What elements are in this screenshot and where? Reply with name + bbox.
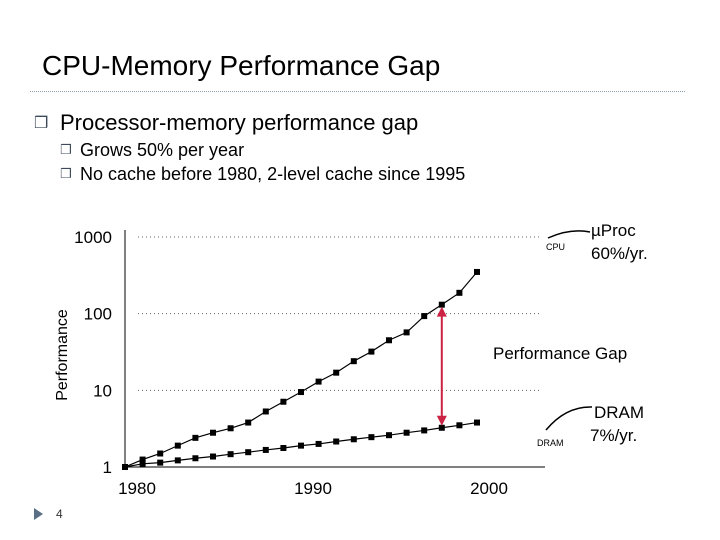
series-line-cpu [124,271,478,468]
gap-label: Performance Gap [493,344,627,363]
bullet-sub-2: No cache before 1980, 2-level cache sinc… [80,164,466,184]
cpu-small-label: CPU [546,242,565,252]
x-tick-label: 2000 [470,479,508,498]
data-point-dram [438,424,445,431]
data-point-cpu [333,369,340,376]
data-point-cpu [474,268,480,275]
data-point-cpu [210,429,216,436]
footer-arrow-icon [34,508,43,520]
y-tick-label: 10 [93,381,112,400]
data-point-dram [333,438,340,445]
data-point-cpu [192,434,199,441]
x-tick-label: 1980 [118,479,156,498]
data-point-dram [280,444,287,451]
data-point-dram [262,446,269,453]
data-point-dram [192,455,199,462]
y-tick-label: 1000 [74,228,112,247]
title-divider [30,91,685,92]
data-point-dram [174,457,181,464]
data-point-dram [368,434,375,441]
data-point-cpu [245,419,252,426]
data-point-dram [298,442,304,449]
data-point-dram [386,432,392,439]
data-point-dram [157,459,164,466]
data-point-cpu [174,442,181,449]
data-point-cpu [157,450,164,457]
data-point-cpu [280,398,287,405]
dram-leader-line [545,406,593,431]
data-point-dram [210,453,216,460]
dram-small-label: DRAM [537,438,564,448]
data-point-cpu [298,389,304,396]
data-point-dram [139,460,146,467]
data-point-dram [315,440,322,447]
x-tick-label: 1990 [294,479,332,498]
y-tick-label: 100 [84,305,112,324]
data-point-dram [350,436,357,443]
cpu-label: µProc [591,221,636,240]
data-point-cpu [368,348,375,355]
data-point-cpu [421,313,428,320]
slide-title: CPU-Memory Performance Gap [42,50,441,81]
data-point-dram [456,422,463,429]
data-point-cpu [262,408,269,415]
data-point-cpu [456,289,463,296]
data-point-dram [227,451,234,458]
data-point-cpu [139,456,146,463]
data-point-cpu [227,425,234,432]
data-point-cpu [315,378,322,385]
y-axis-label: Performance [54,309,71,401]
gap-arrow-head-up [436,306,447,317]
gap-arrow-head-down [436,415,447,426]
data-point-cpu [386,337,392,344]
bullet-icon: ❒ [60,166,72,181]
bullet-main: Processor-memory performance gap [60,110,419,135]
cpu-rate-label: 60%/yr. [591,244,648,263]
data-point-cpu [403,329,410,336]
data-point-dram [474,419,480,426]
bullet-sub-1: Grows 50% per year [80,140,245,160]
page-number: 4 [56,507,63,521]
data-point-dram [421,427,428,434]
data-point-dram [122,464,128,470]
data-point-cpu [438,301,445,308]
dram-rate-label: 7%/yr. [590,426,637,445]
bullet-icon: ❒ [34,115,49,132]
data-point-dram [403,429,410,436]
data-point-dram [245,449,252,456]
bullet-icon: ❒ [60,142,72,157]
data-point-cpu [350,358,357,365]
cpu-leader-line [547,230,591,239]
dram-label: DRAM [594,403,644,422]
y-tick-label: 1 [103,458,112,477]
